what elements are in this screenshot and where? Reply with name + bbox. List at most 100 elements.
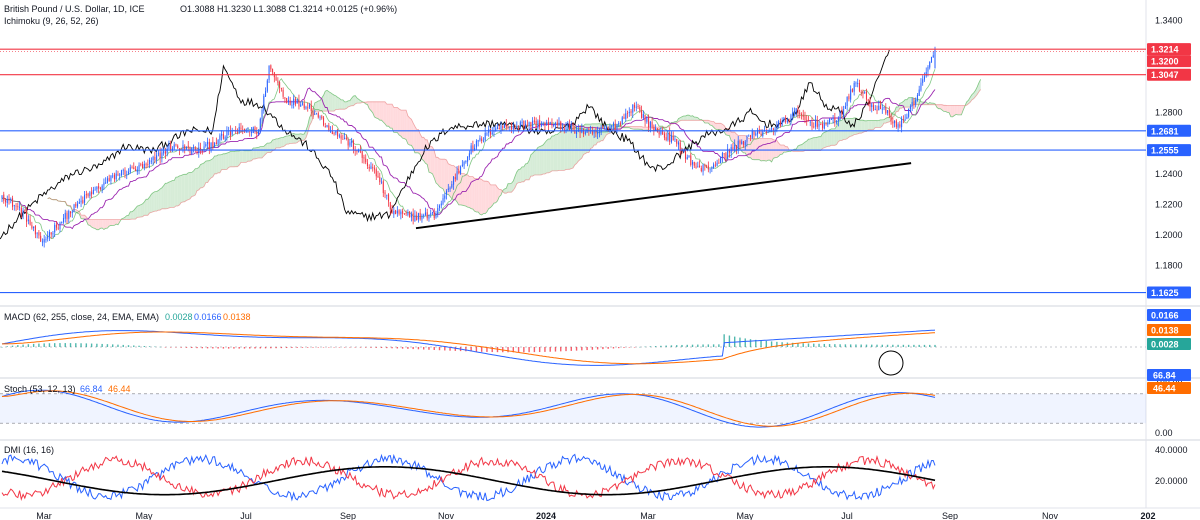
candle-body (741, 141, 743, 145)
dmi-pane[interactable]: 40.0000 20.0000 (1, 445, 1188, 502)
macd-hist-bar (175, 347, 177, 348)
candle-body (496, 127, 499, 129)
macd-tag-bg (1147, 324, 1191, 336)
candle-body (349, 142, 351, 146)
kumo-segment (277, 138, 280, 148)
macd-legend[interactable]: MACD (62, 255, close, 24, EMA, EMA) (4, 312, 159, 322)
candle-body (619, 123, 622, 125)
macd-hist-bar (744, 338, 746, 347)
kumo-segment (109, 219, 111, 227)
macd-hist-bar (375, 347, 377, 348)
kumo-segment (399, 108, 401, 137)
candle-body (537, 120, 539, 129)
macd-hist-bar (317, 347, 319, 348)
candle-body (196, 150, 198, 153)
macd-hist-bar (38, 343, 40, 347)
candle-body (416, 215, 418, 221)
candle-body (748, 135, 750, 137)
candle-body (607, 127, 609, 129)
macd-hist-bar (32, 343, 35, 347)
candle-body (792, 112, 794, 116)
candle-body (598, 131, 600, 133)
candle-body (507, 126, 509, 127)
kumo-segment (160, 187, 162, 211)
kumo-segment (330, 92, 333, 112)
candle-body (655, 128, 657, 131)
price-axis[interactable]: 1.3400 1.2800 1.2400 1.2200 1.2000 1.1800 (1155, 16, 1183, 271)
candle-body (159, 152, 161, 159)
candle-body (303, 103, 305, 109)
kumo-segment (555, 134, 558, 171)
candle-body (635, 106, 637, 108)
candle-body (77, 203, 79, 207)
candle-body (312, 111, 314, 115)
candle-body (419, 212, 421, 220)
candle-body (644, 114, 646, 122)
candle-body (744, 141, 746, 146)
macd-hist-bar (855, 344, 857, 347)
kumo-segment (209, 159, 212, 180)
trendline-layer[interactable] (415, 162, 912, 230)
kumo-segment (961, 105, 964, 115)
macd-hist-bar (570, 347, 572, 351)
kumo-segment (237, 151, 240, 167)
macd-hist-bar (907, 344, 910, 347)
kumo-segment (107, 219, 110, 229)
candle-body (236, 131, 238, 133)
kumo-segment (476, 178, 479, 212)
ichimoku-legend[interactable]: Ichimoku (9, 26, 52, 26) (4, 16, 99, 26)
annotation-circle[interactable] (878, 350, 904, 376)
price-pane[interactable] (0, 46, 1146, 294)
kumo-segment (98, 219, 101, 230)
kumo-segment (819, 136, 821, 151)
stoch-legend[interactable]: Stoch (53, 12, 13) (4, 384, 76, 394)
candle-body (672, 135, 674, 141)
dmi-legend[interactable]: DMI (16, 16) (4, 445, 54, 455)
kumo-segment (286, 135, 289, 145)
kumo-segment (804, 141, 807, 151)
candle-body (323, 117, 325, 126)
candle-body (417, 213, 419, 220)
candle-body (446, 190, 448, 195)
kumo-segment (486, 181, 489, 212)
candle-body (108, 178, 110, 182)
kumo-segment (469, 176, 472, 209)
kumo-segment (242, 150, 245, 163)
kumo-segment (734, 132, 737, 147)
candle-body (421, 215, 423, 220)
kumo-segment (341, 99, 343, 110)
kumo-segment (305, 125, 308, 138)
candle-body (718, 162, 720, 164)
macd-hist-bar (607, 347, 609, 349)
kumo-segment (218, 154, 220, 173)
kumo-segment (114, 219, 117, 226)
macd-hist-bar (813, 343, 815, 347)
macd-hist-bar (106, 344, 109, 347)
candle-body (145, 163, 147, 165)
support-trendline[interactable] (415, 162, 912, 230)
dmi-tick: 20.0000 (1155, 476, 1188, 486)
kumo-segment (335, 95, 338, 110)
candle-body (120, 170, 123, 176)
time-tick: Mar (640, 511, 656, 520)
macd-hist-bar (618, 347, 620, 349)
macd-hist-bar (438, 347, 441, 351)
candle-body (163, 151, 165, 154)
time-axis[interactable]: Mar May Jul Sep Nov 2024 Mar May Jul Sep Nov 202 (36, 511, 1155, 520)
candle-body (89, 192, 91, 196)
macd-hist-bar (897, 344, 899, 347)
candle-body (825, 122, 827, 125)
candle-body (407, 212, 409, 215)
kumo-segment (353, 95, 356, 106)
kumo-segment (843, 118, 846, 140)
horizontal-levels[interactable] (0, 48, 1146, 294)
candle-body (542, 122, 544, 124)
candle-body (674, 138, 676, 140)
candle-body (405, 213, 407, 215)
kumo-segment (871, 120, 874, 130)
kumo-segment (511, 180, 514, 193)
candle-body (96, 186, 98, 190)
